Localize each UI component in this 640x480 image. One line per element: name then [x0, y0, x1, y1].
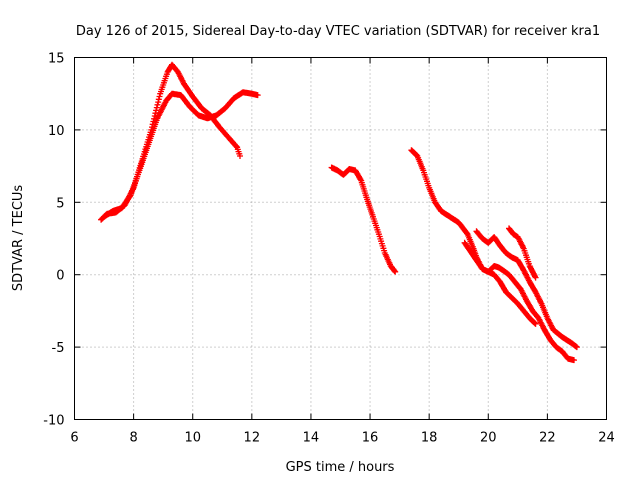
chart-title: Day 126 of 2015, Sidereal Day-to-day VTE… — [76, 24, 600, 39]
x-tick-label: 24 — [598, 431, 615, 446]
y-tick-label: 15 — [48, 52, 65, 67]
y-axis-label: SDTVAR / TECUs — [11, 185, 26, 292]
x-tick-label: 14 — [303, 431, 320, 446]
series-arc-6 — [506, 225, 539, 281]
x-tick-label: 12 — [244, 431, 261, 446]
y-tick-label: -10 — [43, 414, 64, 429]
plus-markers — [101, 89, 261, 220]
y-tick-label: 5 — [56, 196, 64, 211]
plus-markers — [461, 239, 539, 327]
series-arc-1a — [98, 61, 187, 223]
plus-markers — [98, 61, 187, 223]
y-tick-label: 10 — [48, 124, 65, 139]
series-arc-1b — [101, 89, 261, 220]
x-tick-label: 6 — [70, 431, 78, 446]
plus-markers — [328, 164, 399, 275]
plus-markers — [473, 228, 580, 351]
y-tick-label: 0 — [56, 269, 64, 284]
x-tick-label: 8 — [129, 431, 137, 446]
x-tick-label: 16 — [362, 431, 379, 446]
plus-markers — [180, 80, 243, 159]
x-axis-label: GPS time / hours — [286, 460, 395, 475]
x-tick-label: 22 — [539, 431, 556, 446]
plot-frame — [74, 57, 607, 420]
x-tick-label: 10 — [184, 431, 201, 446]
series-arc-4 — [473, 228, 580, 351]
series-arc-5 — [461, 239, 539, 327]
grid — [74, 57, 607, 420]
x-tick-label: 18 — [421, 431, 438, 446]
plus-markers — [506, 225, 539, 281]
y-tick-label: -5 — [52, 341, 65, 356]
series-arc-2 — [328, 164, 399, 275]
series-arc-1c — [180, 80, 243, 159]
axis-ticks: 6 8 10 12 14 16 18 20 22 24 -10 -5 0 5 10 15 — [43, 52, 615, 446]
data-points — [98, 61, 580, 364]
x-tick-label: 20 — [480, 431, 497, 446]
